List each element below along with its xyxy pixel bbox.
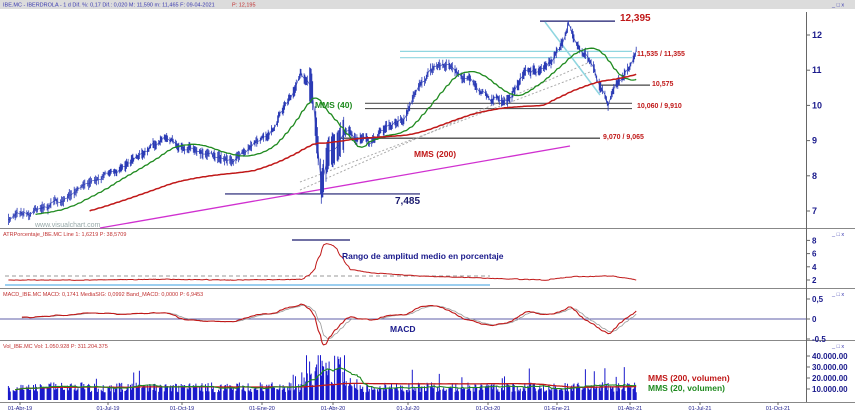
date-tick-label: 01-Oct-21 (766, 406, 790, 412)
atr-window-controls[interactable]: _ □ x (831, 232, 844, 238)
date-tick-label: 01-Abr-19 (8, 406, 32, 412)
date-tick-label: 01-Jul-20 (397, 406, 420, 412)
main-panel-last-price: P: 12,195 (232, 3, 256, 9)
macd-axis-label: -0.5 (812, 335, 826, 344)
level-label-7485: 7,485 (395, 196, 420, 207)
volume-mms20-line (15, 367, 637, 391)
price-line (8, 22, 637, 221)
level-label-10060: 10,060 / 9,910 (637, 103, 682, 110)
atr-axis-label: 4 (812, 263, 817, 272)
atr-axis-label: 6 (812, 250, 817, 259)
macd-axis-label: 0,5 (812, 295, 824, 304)
date-tick-label: 01-Oct-19 (170, 406, 194, 412)
vol-mms20-label: MMS (20, volumen) (648, 383, 725, 393)
volume-panel (7, 355, 637, 400)
price-axis-label: 12 (812, 30, 822, 40)
level-label-9070: 9,070 / 9,065 (603, 134, 644, 141)
vol-mms200-label: MMS (200, volumen) (648, 373, 730, 383)
macd-axis-label: 0 (812, 315, 817, 324)
volume-window-controls[interactable]: _ □ x (831, 344, 844, 350)
price-axis-label: 11 (812, 65, 822, 75)
macd-window-controls[interactable]: _ □ x (831, 292, 844, 298)
main-panel-title: IBE.MC - IBERDROLA - 1 d Dif. %: 0,17 Di… (3, 3, 215, 9)
date-tick-label: 01-Abr-20 (321, 406, 345, 412)
price-axis-label: 9 (812, 136, 817, 146)
macd-line (21, 303, 637, 346)
atr-panel (5, 239, 637, 286)
axes: 12 11 10 9 8 7 8 6 4 2 0,5 0 -0.5 40.000.00 30.000.00 2… (8, 30, 848, 412)
main-window-controls[interactable]: _ □ x (831, 3, 844, 9)
atr-axis-label: 8 (812, 236, 817, 245)
atr-axis-label: 2 (812, 276, 817, 285)
date-tick-label: 01-Abr-21 (618, 406, 642, 412)
volume-axis-label: 40.000.00 (812, 352, 848, 361)
price-axis-label: 10 (812, 100, 822, 110)
volume-axis-label: 30.000.00 (812, 363, 848, 372)
mms200-line (89, 73, 637, 212)
mms40-line (35, 47, 637, 216)
date-tick-label: 01-Jul-19 (97, 406, 120, 412)
trendline (99, 145, 571, 229)
level-label-11535: 11,535 / 11,355 (637, 51, 685, 58)
macd-panel-title: MACD_IBE.MC MACD: 0,1741 MediaSIG: 0,099… (3, 292, 203, 298)
price-axis-label: 8 (812, 171, 817, 181)
volume-panel-title: Vol_IBE.MC Vol: 1.050.928 P: 311.204.375 (3, 344, 108, 350)
atr-panel-title: ATRPorcentaje_IBE.MC Line 1: 1,6219 P: 3… (3, 232, 126, 238)
atr-label: Rango de amplitud medio en porcentaje (342, 251, 504, 261)
triangle-line (544, 21, 601, 96)
level-label-10575: 10,575 (652, 81, 674, 88)
volume-bars (7, 355, 637, 400)
date-tick-label: 01-Ene-21 (544, 406, 570, 412)
macd-panel (0, 303, 806, 346)
price-axis-label: 7 (812, 206, 817, 216)
macd-label: MACD (390, 324, 416, 334)
dotted-channel-line (299, 61, 591, 191)
mms40-label: MMS (40) (315, 100, 352, 110)
volume-axis-label: 10.000.00 (812, 385, 848, 394)
main-panel-header (0, 0, 855, 9)
price-panel (8, 20, 650, 229)
date-tick-label: 01-Ene-20 (249, 406, 275, 412)
date-tick-label: 01-Oct-20 (476, 406, 500, 412)
volume-axis-label: 20.000.00 (812, 374, 848, 383)
atr-line (8, 243, 637, 281)
mms200-label: MMS (200) (414, 149, 456, 159)
watermark: www.visualchart.com (34, 222, 101, 229)
date-tick-label: 01-Jul-21 (689, 406, 712, 412)
level-label-12395: 12,395 (620, 13, 651, 24)
